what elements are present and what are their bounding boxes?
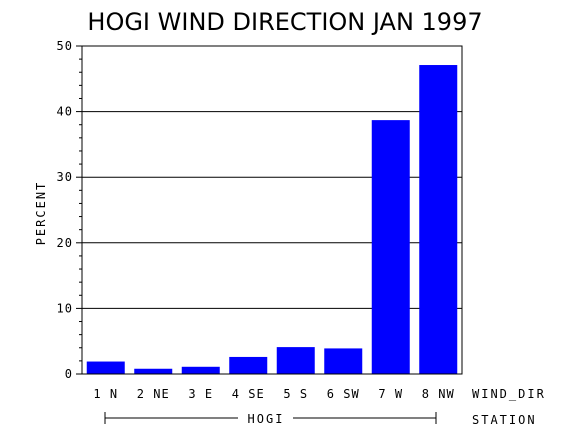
- x-tick-label: 3 E: [188, 387, 213, 401]
- x-tick-label: 7 W: [378, 387, 403, 401]
- x-axis-label: WIND_DIR: [472, 387, 546, 401]
- y-tick-label: 50: [57, 39, 73, 53]
- bar: [324, 348, 363, 374]
- x-tick-label: 5 S: [283, 387, 308, 401]
- y-tick-label: 10: [57, 301, 73, 315]
- bar: [229, 356, 268, 374]
- x-tick-label: 4 SE: [232, 387, 265, 401]
- x-tick-label: 6 SW: [327, 387, 360, 401]
- x-tick-label: 1 N: [93, 387, 118, 401]
- y-tick-label: 40: [57, 105, 73, 119]
- bar: [371, 120, 410, 375]
- y-tick-label: 0: [65, 367, 73, 381]
- x-tick-label: 8 NW: [422, 387, 455, 401]
- bar: [181, 366, 220, 374]
- y-tick-label: 30: [57, 170, 73, 184]
- group-axis-label: STATION: [472, 413, 537, 427]
- bars: [86, 65, 458, 375]
- bar: [134, 368, 173, 374]
- y-axis-label: PERCENT: [34, 181, 48, 246]
- bar: [276, 347, 315, 374]
- bar: [419, 65, 458, 375]
- plot-frame: [81, 45, 463, 375]
- group-label: HOGI: [248, 412, 285, 426]
- group-bracket: HOGI: [104, 412, 437, 426]
- y-axis: 0 10 20 30 40 50: [57, 39, 82, 381]
- x-tick-labels: 1 N 2 NE 3 E 4 SE 5 S 6 SW 7 W 8 NW: [93, 387, 455, 401]
- bar: [86, 361, 125, 374]
- y-tick-label: 20: [57, 236, 73, 250]
- x-tick-label: 2 NE: [137, 387, 170, 401]
- chart-title: HOGI WIND DIRECTION JAN 1997: [87, 8, 482, 36]
